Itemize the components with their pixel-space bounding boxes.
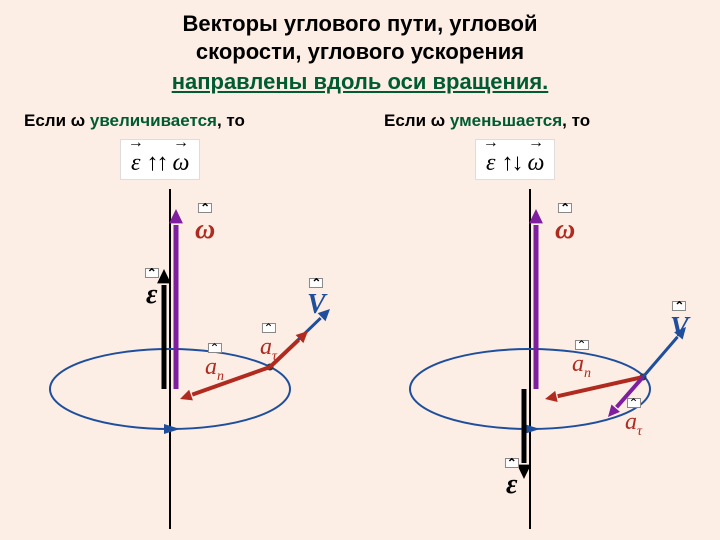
left-eps-label: ⌃ε xyxy=(146,279,157,311)
left-an-label: ⌃an xyxy=(205,354,224,385)
left-v-label: ⌃V xyxy=(307,289,326,321)
right-pane: Если ω уменьшается, то ε ↑↓ ω ⌃ω ⌃ε ⌃an … xyxy=(360,109,720,539)
right-omega-label: ⌃ω xyxy=(555,214,575,246)
subtitle: направлены вдоль оси вращения. xyxy=(0,69,720,95)
left-pane: Если ω увеличивается, то ε ↑↑ ω ⌃ω ⌃ε ⌃a… xyxy=(0,109,360,539)
title-line1: Векторы углового пути, угловой xyxy=(30,10,690,38)
right-v-label: ⌃V xyxy=(670,312,689,344)
right-atau-label: ⌃aτ xyxy=(625,409,642,440)
right-eps-label: ⌃ε xyxy=(506,469,517,501)
right-diagram xyxy=(360,109,720,539)
right-an-label: ⌃an xyxy=(572,351,591,382)
left-atau-label: ⌃aτ xyxy=(260,334,277,365)
title-line2: скорости, углового ускорения xyxy=(30,38,690,66)
left-diagram xyxy=(0,109,360,539)
left-omega-label: ⌃ω xyxy=(195,214,215,246)
